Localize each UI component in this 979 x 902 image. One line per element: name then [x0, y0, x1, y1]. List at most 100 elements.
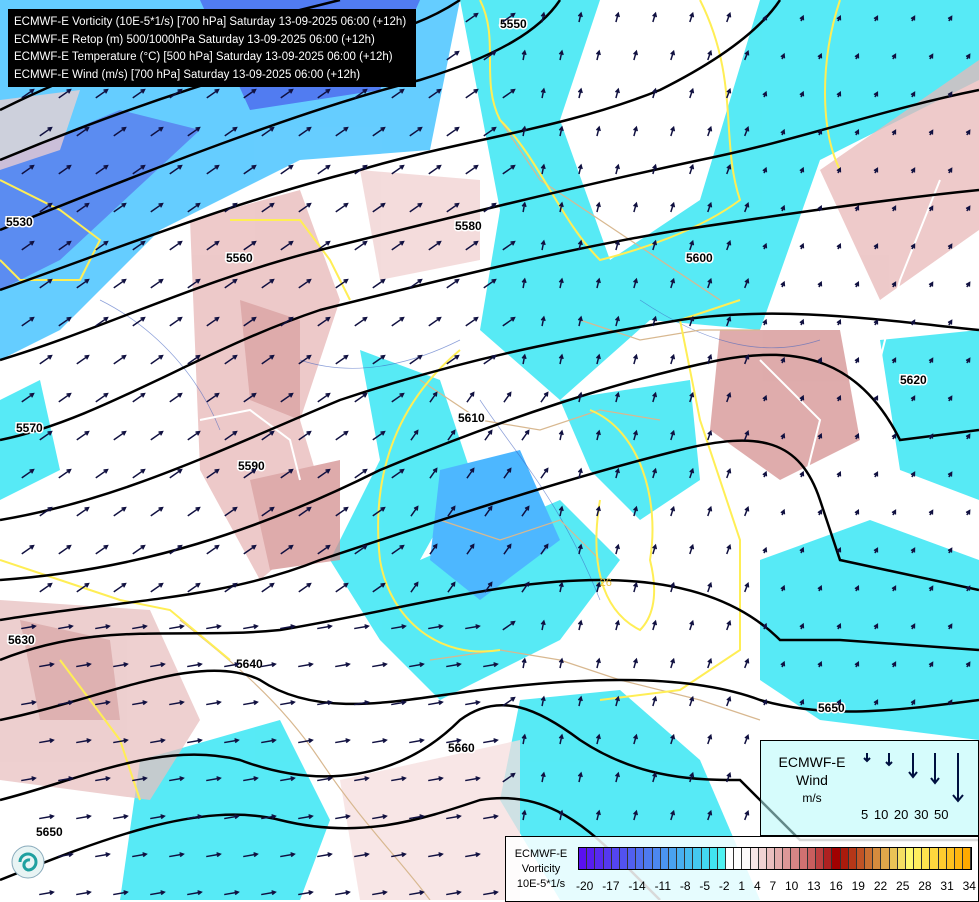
wind-arrow	[280, 316, 294, 327]
wind-arrow	[483, 354, 497, 365]
wind-arrow	[633, 505, 638, 517]
wind-arrow	[521, 49, 527, 61]
wind-arrow	[58, 392, 72, 403]
wind-arrow	[854, 53, 860, 60]
wind-arrow	[243, 88, 257, 99]
colorbar-cell	[636, 848, 645, 869]
wind-arrow	[836, 242, 842, 250]
wind-arrow	[910, 15, 916, 22]
wind-arrow	[372, 738, 388, 744]
colorbar-label: 1	[738, 879, 746, 893]
wind-arrow	[726, 467, 732, 479]
wind-arrow	[799, 14, 805, 22]
wind-arrow	[465, 624, 481, 630]
wind-arrow	[298, 814, 314, 820]
wind-arrow	[39, 126, 53, 137]
wind-arrow	[261, 582, 275, 593]
wind-arrow	[614, 87, 620, 99]
wind-arrow	[965, 53, 971, 60]
wind-arrow	[95, 544, 109, 555]
wind-arrow	[224, 890, 240, 896]
wind-arrow	[891, 53, 897, 60]
wind-arrow	[446, 662, 462, 668]
wind-arrow	[113, 582, 127, 593]
wind-arrow	[521, 733, 527, 745]
wind-arrow	[39, 738, 55, 744]
wind-arrow	[58, 624, 74, 630]
contour-label: 5560	[226, 251, 253, 265]
contour-label: 5650	[36, 825, 63, 839]
wind-arrow	[780, 52, 786, 60]
wind-arrow	[206, 624, 222, 630]
wind-arrow	[58, 776, 74, 782]
wind-legend-unit: m/s	[802, 791, 822, 805]
wind-arrow	[577, 771, 583, 783]
wind-arrow	[169, 468, 183, 479]
wind-arrow	[298, 890, 314, 896]
wind-arrow	[652, 315, 658, 327]
wind-arrow	[95, 164, 109, 175]
wind-arrow	[280, 852, 296, 858]
wind-arrow	[910, 471, 916, 478]
colorbar-label: -20	[576, 879, 594, 893]
wind-arrow	[670, 49, 676, 61]
wind-arrow	[540, 771, 546, 783]
contour-label: 5550	[500, 17, 527, 31]
wind-arrow	[280, 468, 294, 479]
wind-arrow	[965, 281, 971, 288]
header-line: ECMWF-E Wind (m/s) [700 hPa] Saturday 13…	[14, 68, 361, 81]
wind-arrow	[854, 129, 860, 136]
contour-label: 5660	[448, 741, 475, 755]
wind-arrow	[707, 277, 713, 289]
wind-arrow	[854, 509, 860, 516]
wind-arrow	[132, 624, 148, 630]
wind-arrow	[21, 776, 37, 782]
wind-arrow	[928, 281, 934, 288]
wind-arrow	[780, 356, 786, 364]
wind-arrow	[206, 468, 220, 479]
wind-arrow	[836, 546, 842, 554]
wind-arrow	[595, 49, 601, 61]
wind-arrow	[577, 619, 583, 631]
wind-arrow	[836, 14, 842, 22]
wind-arrow	[483, 50, 497, 61]
wind-arrow	[652, 543, 658, 555]
wind-arrow	[891, 357, 897, 364]
colorbar-label: 13	[807, 879, 821, 893]
wind-arrow	[633, 49, 638, 61]
wind-arrow	[540, 695, 546, 707]
wind-arrow	[132, 468, 146, 479]
wind-arrow	[854, 357, 860, 364]
logo	[11, 845, 45, 879]
wind-arrow	[652, 239, 658, 251]
wind-arrow	[577, 11, 583, 23]
wind-arrow	[298, 202, 312, 213]
wind-arrow	[372, 506, 386, 517]
wind-arrow	[484, 429, 493, 441]
wind-arrow	[558, 505, 564, 517]
wind-arrow	[670, 353, 676, 365]
wind-arrow	[707, 581, 713, 593]
wind-arrow	[873, 471, 879, 478]
colorbar-cell	[897, 848, 906, 869]
header-line: ECMWF-E Temperature (°C) [500 hPa] Satur…	[14, 51, 393, 63]
wind-arrow	[483, 126, 497, 137]
colorbar-model: ECMWF-E	[514, 848, 568, 860]
wind-arrow	[428, 624, 444, 630]
wind-arrow	[95, 700, 111, 706]
wind-arrow	[633, 657, 638, 669]
wind-arrow	[150, 662, 166, 668]
wind-arrow	[762, 470, 768, 478]
wind-arrow	[502, 772, 516, 783]
wind-arrow	[689, 543, 695, 555]
wind-arrow	[891, 281, 897, 288]
wind-arrow	[429, 391, 438, 403]
wind-arrow	[873, 15, 879, 22]
wind-arrow	[243, 624, 259, 630]
wind-arrow	[595, 353, 601, 365]
wind-arrow	[317, 88, 331, 99]
wind-arrow	[354, 88, 368, 99]
wind-arrow	[243, 468, 257, 479]
wind-arrow	[113, 890, 129, 896]
wind-arrow	[169, 392, 183, 403]
